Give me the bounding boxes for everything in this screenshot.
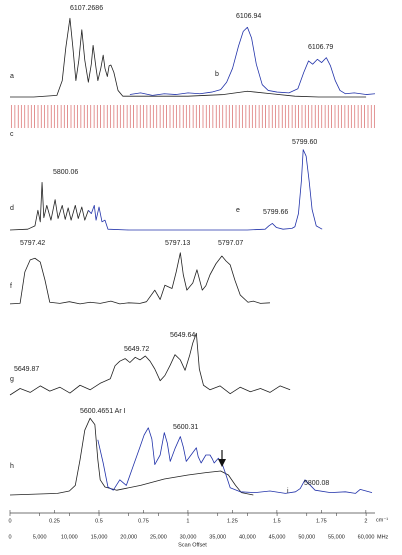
x-tick-label: 20,000	[120, 534, 137, 540]
annotation: 5600.31	[173, 424, 198, 431]
annotation: i	[287, 488, 289, 495]
spectrum-trace	[9, 332, 291, 396]
annotation: c	[10, 131, 14, 138]
x2-tick-label: 1.5	[273, 518, 281, 524]
x-tick-label: 15,000	[91, 534, 108, 540]
spectrum-trace	[88, 149, 323, 231]
x-tick-label: 45,000	[269, 534, 286, 540]
annotation: e	[236, 207, 240, 214]
x-unit: MHz	[377, 534, 389, 540]
annotation: 5649.87	[14, 366, 39, 373]
x2-tick-label: 0.25	[49, 518, 60, 524]
x2-unit: cm⁻¹	[376, 517, 388, 523]
annotation: 5649.72	[124, 346, 149, 353]
annotation: 6107.2686	[70, 5, 103, 12]
x-tick-label: 60,000	[358, 534, 375, 540]
x-tick-label: 35,000	[209, 534, 226, 540]
spectrum-trace	[10, 17, 367, 98]
x-tick-label: 25,000	[150, 534, 167, 540]
etalon-comb	[10, 105, 375, 128]
annotation: 5799.66	[263, 209, 288, 216]
x-tick-label: 0	[8, 534, 11, 540]
annotation: 5800.06	[53, 169, 78, 176]
x2-tick-label: 1.75	[316, 518, 327, 524]
x2-tick-label: 0.75	[138, 518, 149, 524]
spectrum-trace	[9, 182, 89, 231]
annotation: 5649.64	[170, 332, 195, 339]
x2-tick-label: 2	[364, 518, 367, 524]
x-tick-label: 40,000	[239, 534, 256, 540]
annotation: 5797.13	[165, 240, 190, 247]
x-tick-label: 50,000	[298, 534, 315, 540]
annotation: b	[215, 71, 219, 78]
annotation: a	[10, 73, 14, 80]
x2-tick-label: 0.5	[95, 518, 103, 524]
x2-tick-label: 1.25	[227, 518, 238, 524]
annotation: f	[10, 283, 12, 290]
x-tick-label: 30,000	[180, 534, 197, 540]
x2-tick-label: 1	[186, 518, 189, 524]
annotation: 5797.42	[20, 240, 45, 247]
annotation: 5799.60	[292, 139, 317, 146]
annotation: h	[10, 463, 14, 470]
x-tick-label: 10,000	[61, 534, 78, 540]
spectrum-trace	[129, 26, 376, 96]
arrow	[218, 450, 226, 467]
x-axis-title: Scan Offset	[178, 542, 207, 548]
annotation: 5797.07	[218, 240, 243, 247]
annotation: 6106.79	[308, 44, 333, 51]
annotation: d	[10, 205, 14, 212]
x-tick-label: 55,000	[328, 534, 345, 540]
annotation: g	[10, 376, 14, 383]
x-tick-label: 5,000	[33, 534, 47, 540]
spectrum-trace	[97, 427, 373, 494]
spectrum-trace	[9, 252, 270, 305]
annotation: 5800.08	[304, 480, 329, 487]
x2-tick-label: 0	[8, 518, 11, 524]
annotation: 5600.4651 Ar I	[80, 408, 126, 415]
annotation: 6106.94	[236, 13, 261, 20]
spectrum-trace	[9, 417, 254, 496]
